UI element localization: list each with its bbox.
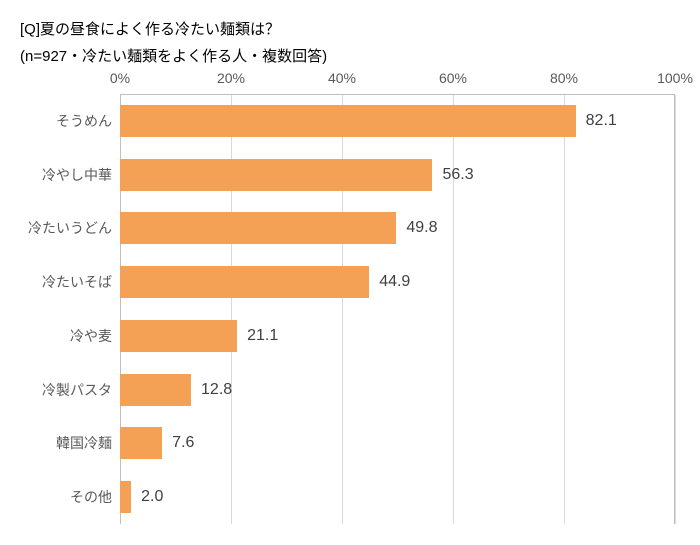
category-label: 冷たいそば xyxy=(17,272,112,292)
chart-container: 0%20%40%60%80%100% そうめん冷やし中華冷たいうどん冷たいそば冷… xyxy=(20,70,680,530)
value-label: 21.1 xyxy=(247,327,278,345)
category-label: 冷たいうどん xyxy=(17,218,112,238)
category-label: 冷製パスタ xyxy=(17,380,112,400)
x-axis-ticks: 0%20%40%60%80%100% xyxy=(120,70,675,94)
x-tick: 60% xyxy=(439,70,467,86)
value-label: 7.6 xyxy=(172,434,194,452)
category-label: 冷やし中華 xyxy=(17,165,112,185)
bar xyxy=(120,320,237,352)
x-tick: 20% xyxy=(217,70,245,86)
value-label: 56.3 xyxy=(442,166,473,184)
bar xyxy=(120,481,131,513)
bar xyxy=(120,427,162,459)
category-labels: そうめん冷やし中華冷たいうどん冷たいそば冷や麦冷製パスタ韓国冷麺その他 xyxy=(20,94,120,524)
value-label: 82.1 xyxy=(586,112,617,130)
x-tick: 0% xyxy=(110,70,130,86)
bars-layer: 82.1 56.3 49.8 44.9 21.1 12.8 7.6 2.0 xyxy=(120,94,675,524)
value-label: 49.8 xyxy=(406,219,437,237)
bar xyxy=(120,105,576,137)
category-label: 韓国冷麺 xyxy=(17,433,112,453)
x-tick: 80% xyxy=(550,70,578,86)
value-label: 12.8 xyxy=(201,381,232,399)
value-label: 44.9 xyxy=(379,273,410,291)
category-label: そうめん xyxy=(17,111,112,131)
value-label: 2.0 xyxy=(141,488,163,506)
chart-title-line1: [Q]夏の昼食によく作る冷たい麺類は？ xyxy=(20,18,680,39)
bar xyxy=(120,159,432,191)
bar xyxy=(120,212,396,244)
bar xyxy=(120,266,369,298)
category-label: 冷や麦 xyxy=(17,326,112,346)
x-tick: 40% xyxy=(328,70,356,86)
bar xyxy=(120,374,191,406)
gridline xyxy=(675,95,676,524)
x-tick: 100% xyxy=(657,70,693,86)
chart-title-line2: (n=927・冷たい麺類をよく作る人・複数回答) xyxy=(20,45,680,66)
category-label: その他 xyxy=(17,487,112,507)
